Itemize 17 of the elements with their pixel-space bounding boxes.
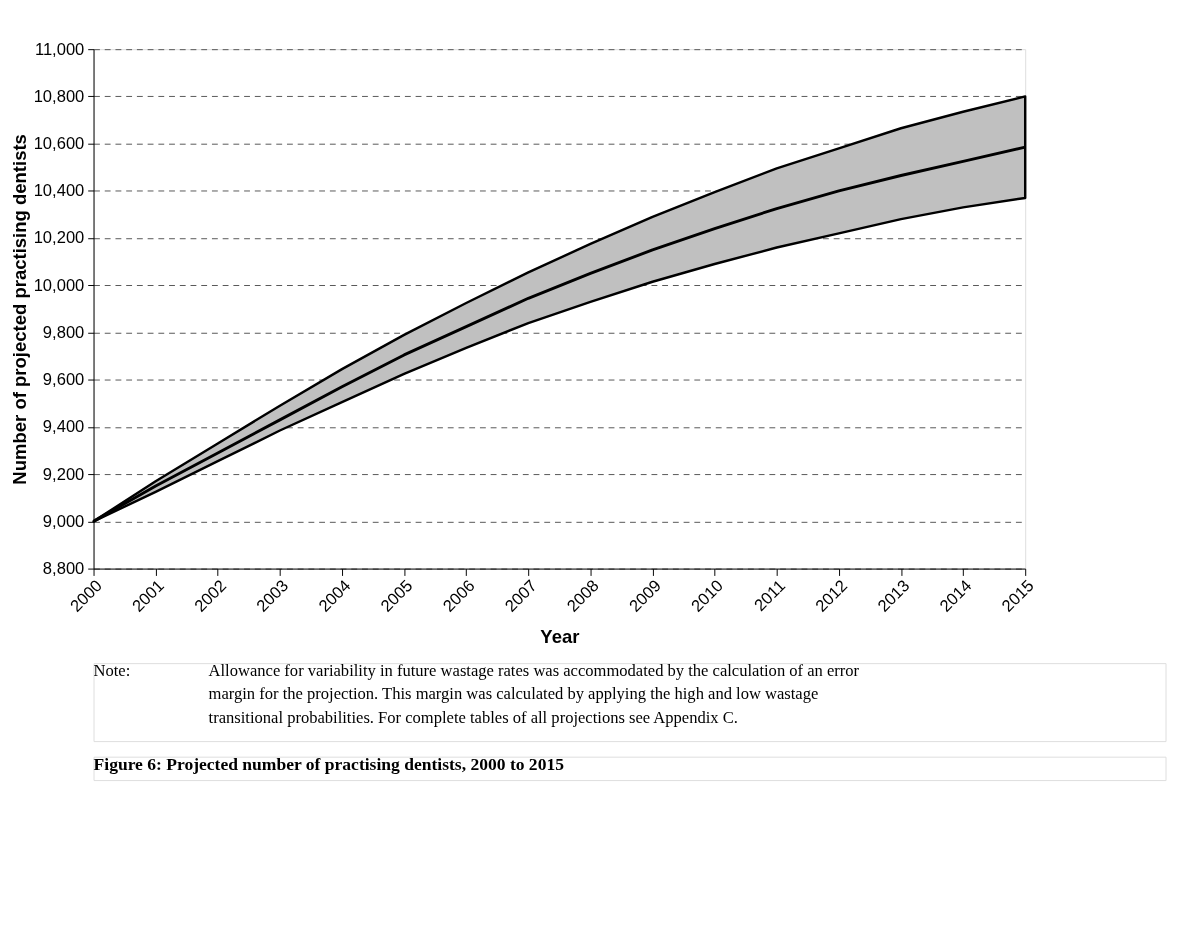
y-tick-label: 10,000 xyxy=(33,275,85,295)
y-axis-title: Number of projected practising dentists xyxy=(8,134,30,485)
y-tick-label: 9,800 xyxy=(42,322,85,342)
x-axis-title: Year xyxy=(540,626,580,648)
y-tick-label: 9,000 xyxy=(42,511,85,531)
y-tick-label: 10,600 xyxy=(33,133,85,153)
y-tick-label: 8,800 xyxy=(42,558,85,578)
y-tick-label: 11,000 xyxy=(34,39,85,59)
text: Allowance for variability in future wastage rates was accommodated by the calculation of an error margin for the projection. This margin was calculated by applying the high and low wastage transitional probabilities. For complete tables of all projections see Appendix C. xyxy=(208,660,860,727)
text: Figure 6: Projected number of practising dentists, 2000 to 2015 xyxy=(93,754,565,775)
y-tick-label: 9,600 xyxy=(42,370,85,390)
y-tick-label: 9,200 xyxy=(42,464,85,484)
y-tick-label: 10,200 xyxy=(33,228,85,248)
y-tick-label: 10,400 xyxy=(33,181,85,201)
text: Note: xyxy=(93,660,131,680)
y-tick-label: 10,800 xyxy=(33,86,85,106)
y-tick-label: 9,400 xyxy=(42,417,85,437)
